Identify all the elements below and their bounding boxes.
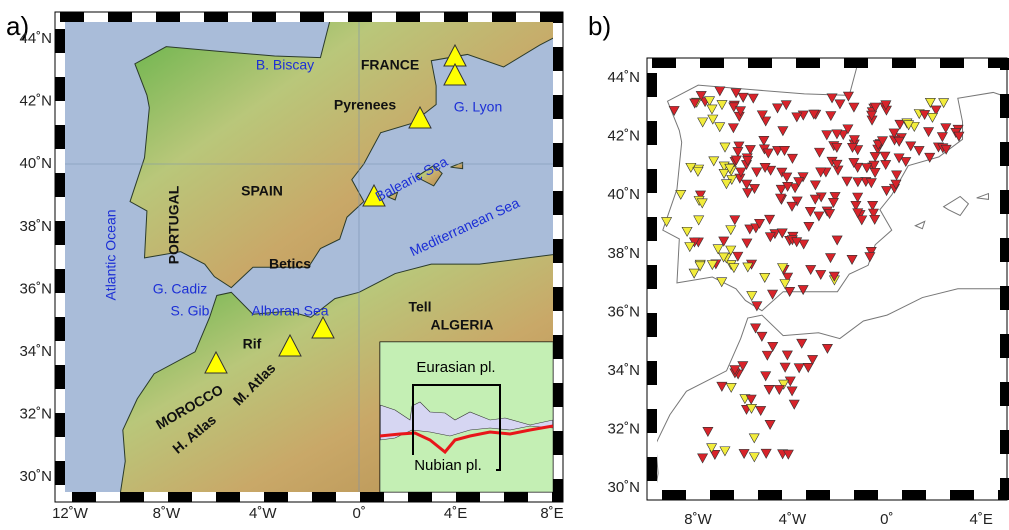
lat-label: 44˚N — [607, 69, 640, 86]
panel-label: b) — [588, 11, 611, 41]
lon-label: 4˚W — [779, 511, 807, 528]
place-label: ALGERIA — [431, 317, 494, 333]
place-label: Rif — [243, 336, 262, 352]
lat-label: 36˚N — [19, 280, 52, 297]
lat-label: 40˚N — [19, 155, 52, 172]
place-label: Atlantic Ocean — [103, 209, 119, 300]
map-b — [651, 19, 1009, 517]
lon-label: 4˚E — [444, 505, 467, 522]
inset-label: Eurasian pl. — [416, 359, 495, 376]
lat-label: 32˚N — [19, 406, 52, 423]
lat-label: 30˚N — [19, 468, 52, 485]
lat-label: 42˚N — [19, 93, 52, 110]
lat-label: 38˚N — [19, 218, 52, 235]
lon-label: 0˚ — [353, 505, 366, 522]
lat-label: 38˚N — [607, 245, 640, 262]
lat-label: 34˚N — [19, 343, 52, 360]
lat-label: 36˚N — [607, 303, 640, 320]
place-label: Tell — [408, 299, 431, 315]
place-label: Alboran Sea — [251, 303, 328, 319]
place-label: PORTUGAL — [166, 185, 182, 264]
lon-label: 0˚ — [880, 511, 893, 528]
lon-label: 8˚W — [153, 505, 181, 522]
inset-label: Nubian pl. — [414, 457, 482, 474]
lat-label: 32˚N — [607, 421, 640, 438]
place-label: Betics — [269, 256, 311, 272]
place-label: Pyrenees — [334, 97, 396, 113]
lat-label: 30˚N — [607, 479, 640, 496]
lon-label: 12˚W — [52, 505, 89, 522]
inset: Eurasian pl. Nubian pl. — [380, 342, 553, 492]
place-label: B. Biscay — [256, 57, 314, 73]
lat-label: 34˚N — [607, 362, 640, 379]
lon-label: 8˚W — [684, 511, 712, 528]
lon-label: 8˚E — [540, 505, 563, 522]
place-label: S. Gib — [171, 303, 210, 319]
lon-label: 4˚W — [249, 505, 277, 522]
place-label: SPAIN — [241, 183, 283, 199]
lon-label: 4˚E — [970, 511, 993, 528]
figure: a) b) B. BiscayFRANCEPyreneesG. LyonBale… — [0, 0, 1009, 530]
lat-label: 44˚N — [19, 30, 52, 47]
place-label: G. Cadiz — [153, 281, 207, 297]
lat-label: 42˚N — [607, 128, 640, 145]
place-label: G. Lyon — [454, 99, 503, 115]
lat-label: 40˚N — [607, 186, 640, 203]
place-label: FRANCE — [361, 57, 419, 73]
